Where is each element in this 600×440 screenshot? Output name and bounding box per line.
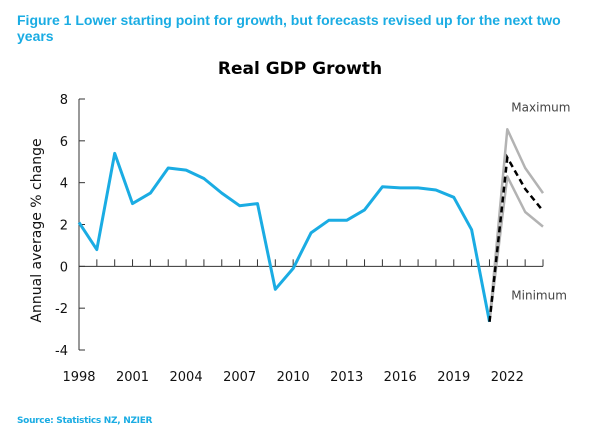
x-tick-label: 2001 <box>116 370 149 385</box>
y-tick-label: 0 <box>60 260 68 275</box>
x-tick-label: 2013 <box>330 370 363 385</box>
y-tick-label: 4 <box>60 177 68 192</box>
x-tick-label: 2022 <box>491 370 524 385</box>
annotation-maximum: Maximum <box>511 100 570 114</box>
series-actual-line <box>77 151 491 323</box>
annotation-minimum: Minimum <box>511 289 567 303</box>
y-tick-label: 6 <box>60 135 68 150</box>
axes <box>78 98 544 351</box>
source-note: Source: Statistics NZ, NZIER <box>17 416 153 426</box>
x-tick-label: 1998 <box>62 370 95 385</box>
y-tick-label: -4 <box>55 344 68 359</box>
figure-title: Figure 1 Lower starting point for growth… <box>17 12 561 44</box>
labels-layer: -4 -2 0 2 4 6 8 1998 2001 2004 2007 2010 2013 2016 201… <box>29 93 570 385</box>
x-tick-label: 2019 <box>437 370 470 385</box>
x-tick-label: 2007 <box>223 370 256 385</box>
chart-title: Real GDP Growth <box>217 59 383 79</box>
series-central-forecast-line <box>488 153 544 322</box>
x-tick-label: 2016 <box>384 370 417 385</box>
series-layer <box>77 128 545 323</box>
series-maximum-line <box>488 128 545 322</box>
x-tick-label: 2010 <box>277 370 310 385</box>
y-tick-label: -2 <box>55 302 68 317</box>
y-tick-label: 2 <box>60 219 68 234</box>
y-axis-title: Annual average % change <box>29 138 45 322</box>
y-tick-label: 8 <box>60 93 68 108</box>
x-tick-label: 2004 <box>170 370 203 385</box>
